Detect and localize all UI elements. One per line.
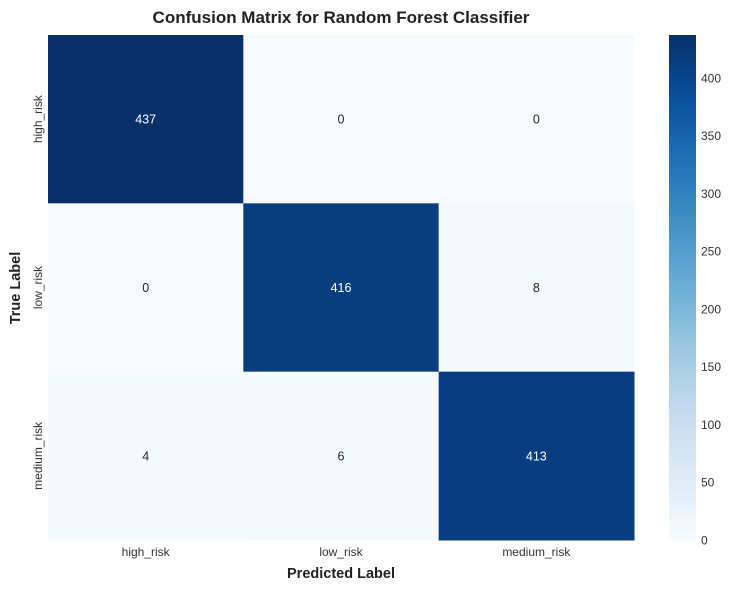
heatmap-grid: 437 0 0 0 416 8 4 6 413 <box>48 35 635 541</box>
cell-value-label: 0 <box>142 281 149 295</box>
colorbar-tick-label: 200 <box>701 302 721 316</box>
x-tick-label: high_risk <box>122 545 171 559</box>
cell-value-label: 416 <box>331 281 352 295</box>
x-tick-label: medium_risk <box>502 545 571 559</box>
colorbar-tick-label: 150 <box>701 360 721 374</box>
heatmap-cell <box>438 35 635 204</box>
x-axis-label: Predicted Label <box>287 566 395 582</box>
colorbar-tick-label: 50 <box>701 476 715 490</box>
cell-value-label: 4 <box>142 449 149 463</box>
cell-value-label: 0 <box>338 113 345 127</box>
x-tick-label: low_risk <box>319 545 363 559</box>
cell-value-label: 413 <box>526 449 547 463</box>
cell-value-label: 0 <box>533 113 540 127</box>
chart-title: Confusion Matrix for Random Forest Class… <box>153 8 530 27</box>
heatmap-cell <box>243 35 440 204</box>
heatmap-cell <box>438 371 635 541</box>
colorbar-tick-label: 400 <box>701 71 721 85</box>
heatmap-cell <box>438 203 635 373</box>
heatmap-cell <box>243 371 440 541</box>
colorbar-tick-label: 350 <box>701 129 721 143</box>
colorbar-tick-label: 100 <box>701 418 721 432</box>
colorbar-gradient <box>669 35 696 540</box>
y-tick-label: high_risk <box>31 94 45 143</box>
x-axis-ticks: high_risk low_risk medium_risk <box>122 545 572 559</box>
cell-value-label: 437 <box>135 113 156 127</box>
heatmap-cell <box>48 203 244 373</box>
colorbar-tick-label: 300 <box>701 187 721 201</box>
y-tick-label: medium_risk <box>31 421 45 490</box>
colorbar-tick-label: 0 <box>701 534 708 548</box>
y-axis-ticks: high_risk low_risk medium_risk <box>31 94 45 490</box>
cell-value-label: 8 <box>533 281 540 295</box>
heatmap-cell <box>48 371 244 541</box>
heatmap-cell <box>48 35 244 204</box>
y-axis-label: True Label <box>8 252 24 325</box>
colorbar-tick-label: 250 <box>701 245 721 259</box>
heatmap-cell <box>243 203 440 373</box>
cell-value-label: 6 <box>338 449 345 463</box>
colorbar: 0 50 100 150 200 250 300 350 400 <box>669 35 721 548</box>
y-tick-label: low_risk <box>31 265 45 309</box>
